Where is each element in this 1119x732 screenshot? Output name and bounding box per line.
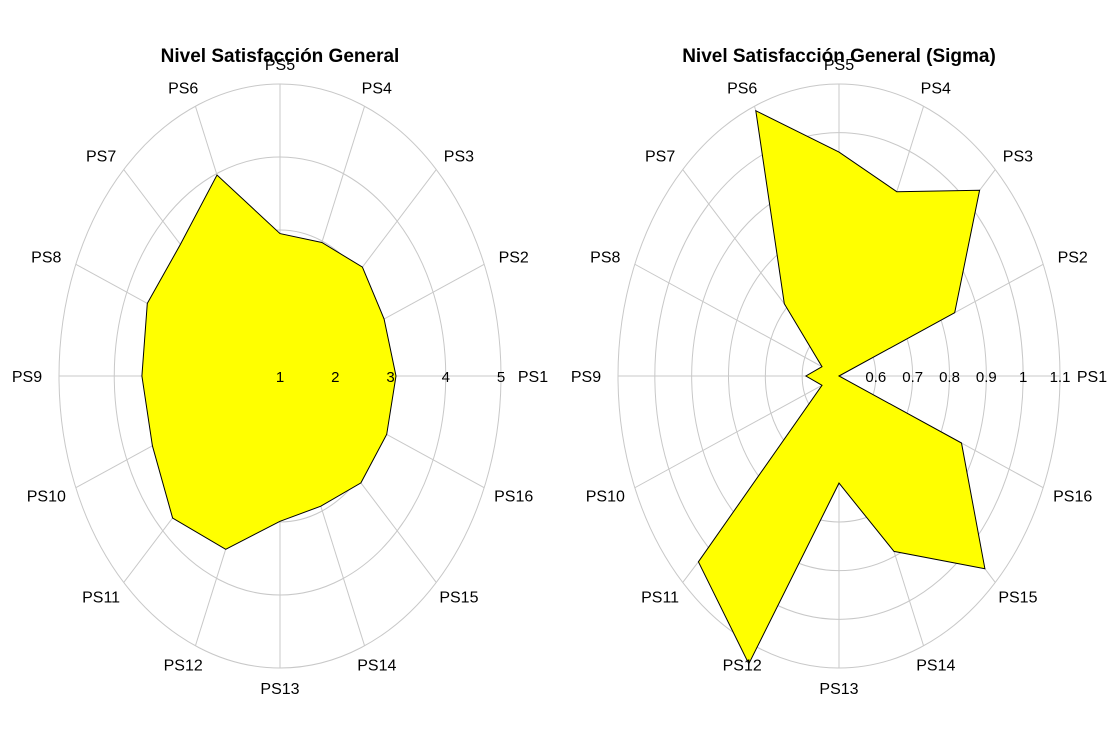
category-label-ps10: PS10 [586,488,625,505]
category-label-ps7: PS7 [645,148,675,165]
radar-chart-1: 1 2 3 4 5 PS1 PS2 PS3 PS4 PS5 PS6 PS7 PS8 PS9 PS10 PS11… [12,46,548,698]
category-label-ps5: PS5 [265,57,295,74]
category-label-ps9: PS9 [571,369,601,386]
tick-label: 0.7 [902,369,923,386]
radar-chart-2: 0.6 0.7 0.8 0.9 1 1.1 PS1 PS2 PS3 PS4 PS5 PS6 PS7 PS8… [571,46,1107,698]
category-label-ps6: PS6 [168,81,198,98]
spoke-ps10 [634,375,840,489]
tick-label: 2 [331,369,339,386]
tick-label: 3 [386,369,394,386]
category-label-ps3: PS3 [1003,148,1033,165]
category-label-ps11: PS11 [641,590,679,607]
category-label-ps8: PS8 [31,250,61,267]
tick-label: 4 [442,369,450,386]
tick-label: 5 [497,369,505,386]
radar-area [697,109,986,665]
tick-label: 1.1 [1050,369,1071,386]
category-label-ps4: PS4 [921,81,951,98]
category-label-ps2: PS2 [1058,250,1088,267]
category-label-ps1: PS1 [518,369,548,386]
category-label-ps5: PS5 [824,57,854,74]
category-label-ps1: PS1 [1077,369,1107,386]
category-label-ps12: PS12 [164,657,203,674]
tick-label: 1 [1019,369,1027,386]
category-label-ps15: PS15 [439,590,478,607]
category-label-ps15: PS15 [998,590,1037,607]
chart-title: Nivel Satisfacción General (Sigma) [682,46,996,67]
category-label-ps14: PS14 [357,657,396,674]
category-label-ps13: PS13 [819,681,858,698]
tick-label: 0.8 [939,369,960,386]
category-label-ps13: PS13 [260,681,299,698]
category-label-ps14: PS14 [916,657,955,674]
category-label-ps7: PS7 [86,148,116,165]
category-label-ps2: PS2 [499,250,529,267]
tick-label: 1 [276,369,284,386]
category-label-ps8: PS8 [590,250,620,267]
category-label-ps10: PS10 [27,488,66,505]
category-label-ps11: PS11 [82,590,120,607]
tick-label: 0.9 [976,369,997,386]
category-label-ps16: PS16 [1053,488,1092,505]
chart-title: Nivel Satisfacción General [161,46,400,67]
category-label-ps9: PS9 [12,369,42,386]
spoke-ps8 [634,263,840,377]
category-label-ps12: PS12 [723,657,762,674]
radar-area [141,174,397,550]
category-label-ps3: PS3 [444,148,474,165]
category-label-ps4: PS4 [362,81,392,98]
tick-label: 0.6 [865,369,886,386]
category-label-ps16: PS16 [494,488,533,505]
category-label-ps6: PS6 [727,81,757,98]
